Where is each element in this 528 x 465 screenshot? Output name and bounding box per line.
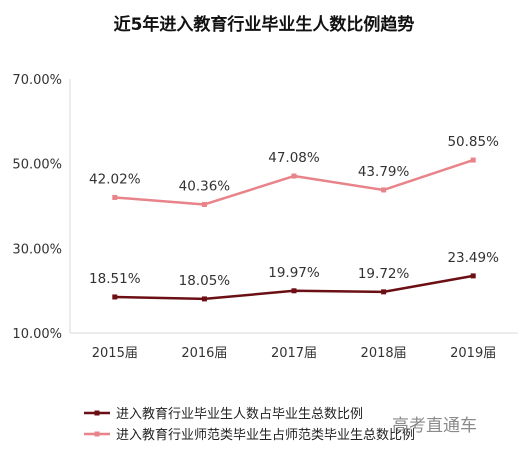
legend-label: 进入教育行业毕业生人数占毕业生总数比例 (116, 406, 363, 422)
legend-item: 进入教育行业毕业生人数占毕业生总数比例 (84, 406, 363, 422)
legend-label: 进入教育行业师范类毕业生占师范类毕业生总数比例 (116, 427, 415, 443)
x-tick-label: 2017届 (271, 346, 317, 361)
series-1: 42.02% 40.36% 47.08% 43.79% 50.85% (89, 134, 499, 207)
data-label: 43.79% (358, 164, 410, 180)
data-label: 23.49% (447, 250, 499, 266)
series-line (114, 158, 474, 206)
legend-swatch-marker (94, 431, 100, 437)
data-point (201, 296, 207, 302)
data-label: 47.08% (268, 150, 320, 166)
watermark: 高考直通车 (392, 416, 477, 436)
y-axis: 10.00% 30.00% 50.00% 70.00% (12, 73, 71, 342)
data-point (381, 289, 387, 295)
x-axis: 2015届 2016届 2017届 2018届 2019届 (70, 332, 518, 361)
legend: 进入教育行业毕业生人数占毕业生总数比例进入教育行业师范类毕业生占师范类毕业生总数… (84, 406, 415, 443)
data-label: 50.85% (447, 134, 499, 150)
data-point (470, 157, 476, 163)
legend-swatch-marker (94, 410, 100, 416)
series-layer: 42.02% 40.36% 47.08% 43.79% 50.85% 18.51% 18.0… (89, 134, 499, 302)
data-point (112, 294, 118, 300)
y-tick-label: 70.00% (12, 73, 62, 88)
data-point (291, 173, 297, 179)
data-label: 18.05% (179, 273, 231, 289)
series-2: 18.51% 18.05% 19.97% 19.72% 23.49% (89, 250, 499, 302)
legend-item: 进入教育行业师范类毕业生占师范类毕业生总数比例 (84, 427, 415, 443)
data-point (381, 187, 387, 193)
data-point (201, 201, 207, 207)
data-label: 19.72% (358, 266, 410, 282)
x-tick-label: 2018届 (361, 346, 407, 361)
data-label: 42.02% (89, 171, 141, 187)
y-tick-label: 10.00% (12, 327, 62, 342)
y-tick-label: 30.00% (12, 242, 62, 257)
data-label: 18.51% (89, 271, 141, 287)
chart-title: 近5年进入教育行业毕业生人数比例趋势 (114, 14, 415, 35)
x-tick-label: 2016届 (181, 346, 227, 361)
y-tick-label: 50.00% (12, 158, 62, 173)
data-point (470, 273, 476, 279)
x-tick-label: 2015届 (92, 346, 138, 361)
data-point (291, 288, 297, 294)
data-label: 19.97% (268, 265, 320, 281)
x-tick-label: 2019届 (450, 346, 496, 361)
data-label: 40.36% (179, 178, 231, 194)
data-point (112, 194, 118, 200)
